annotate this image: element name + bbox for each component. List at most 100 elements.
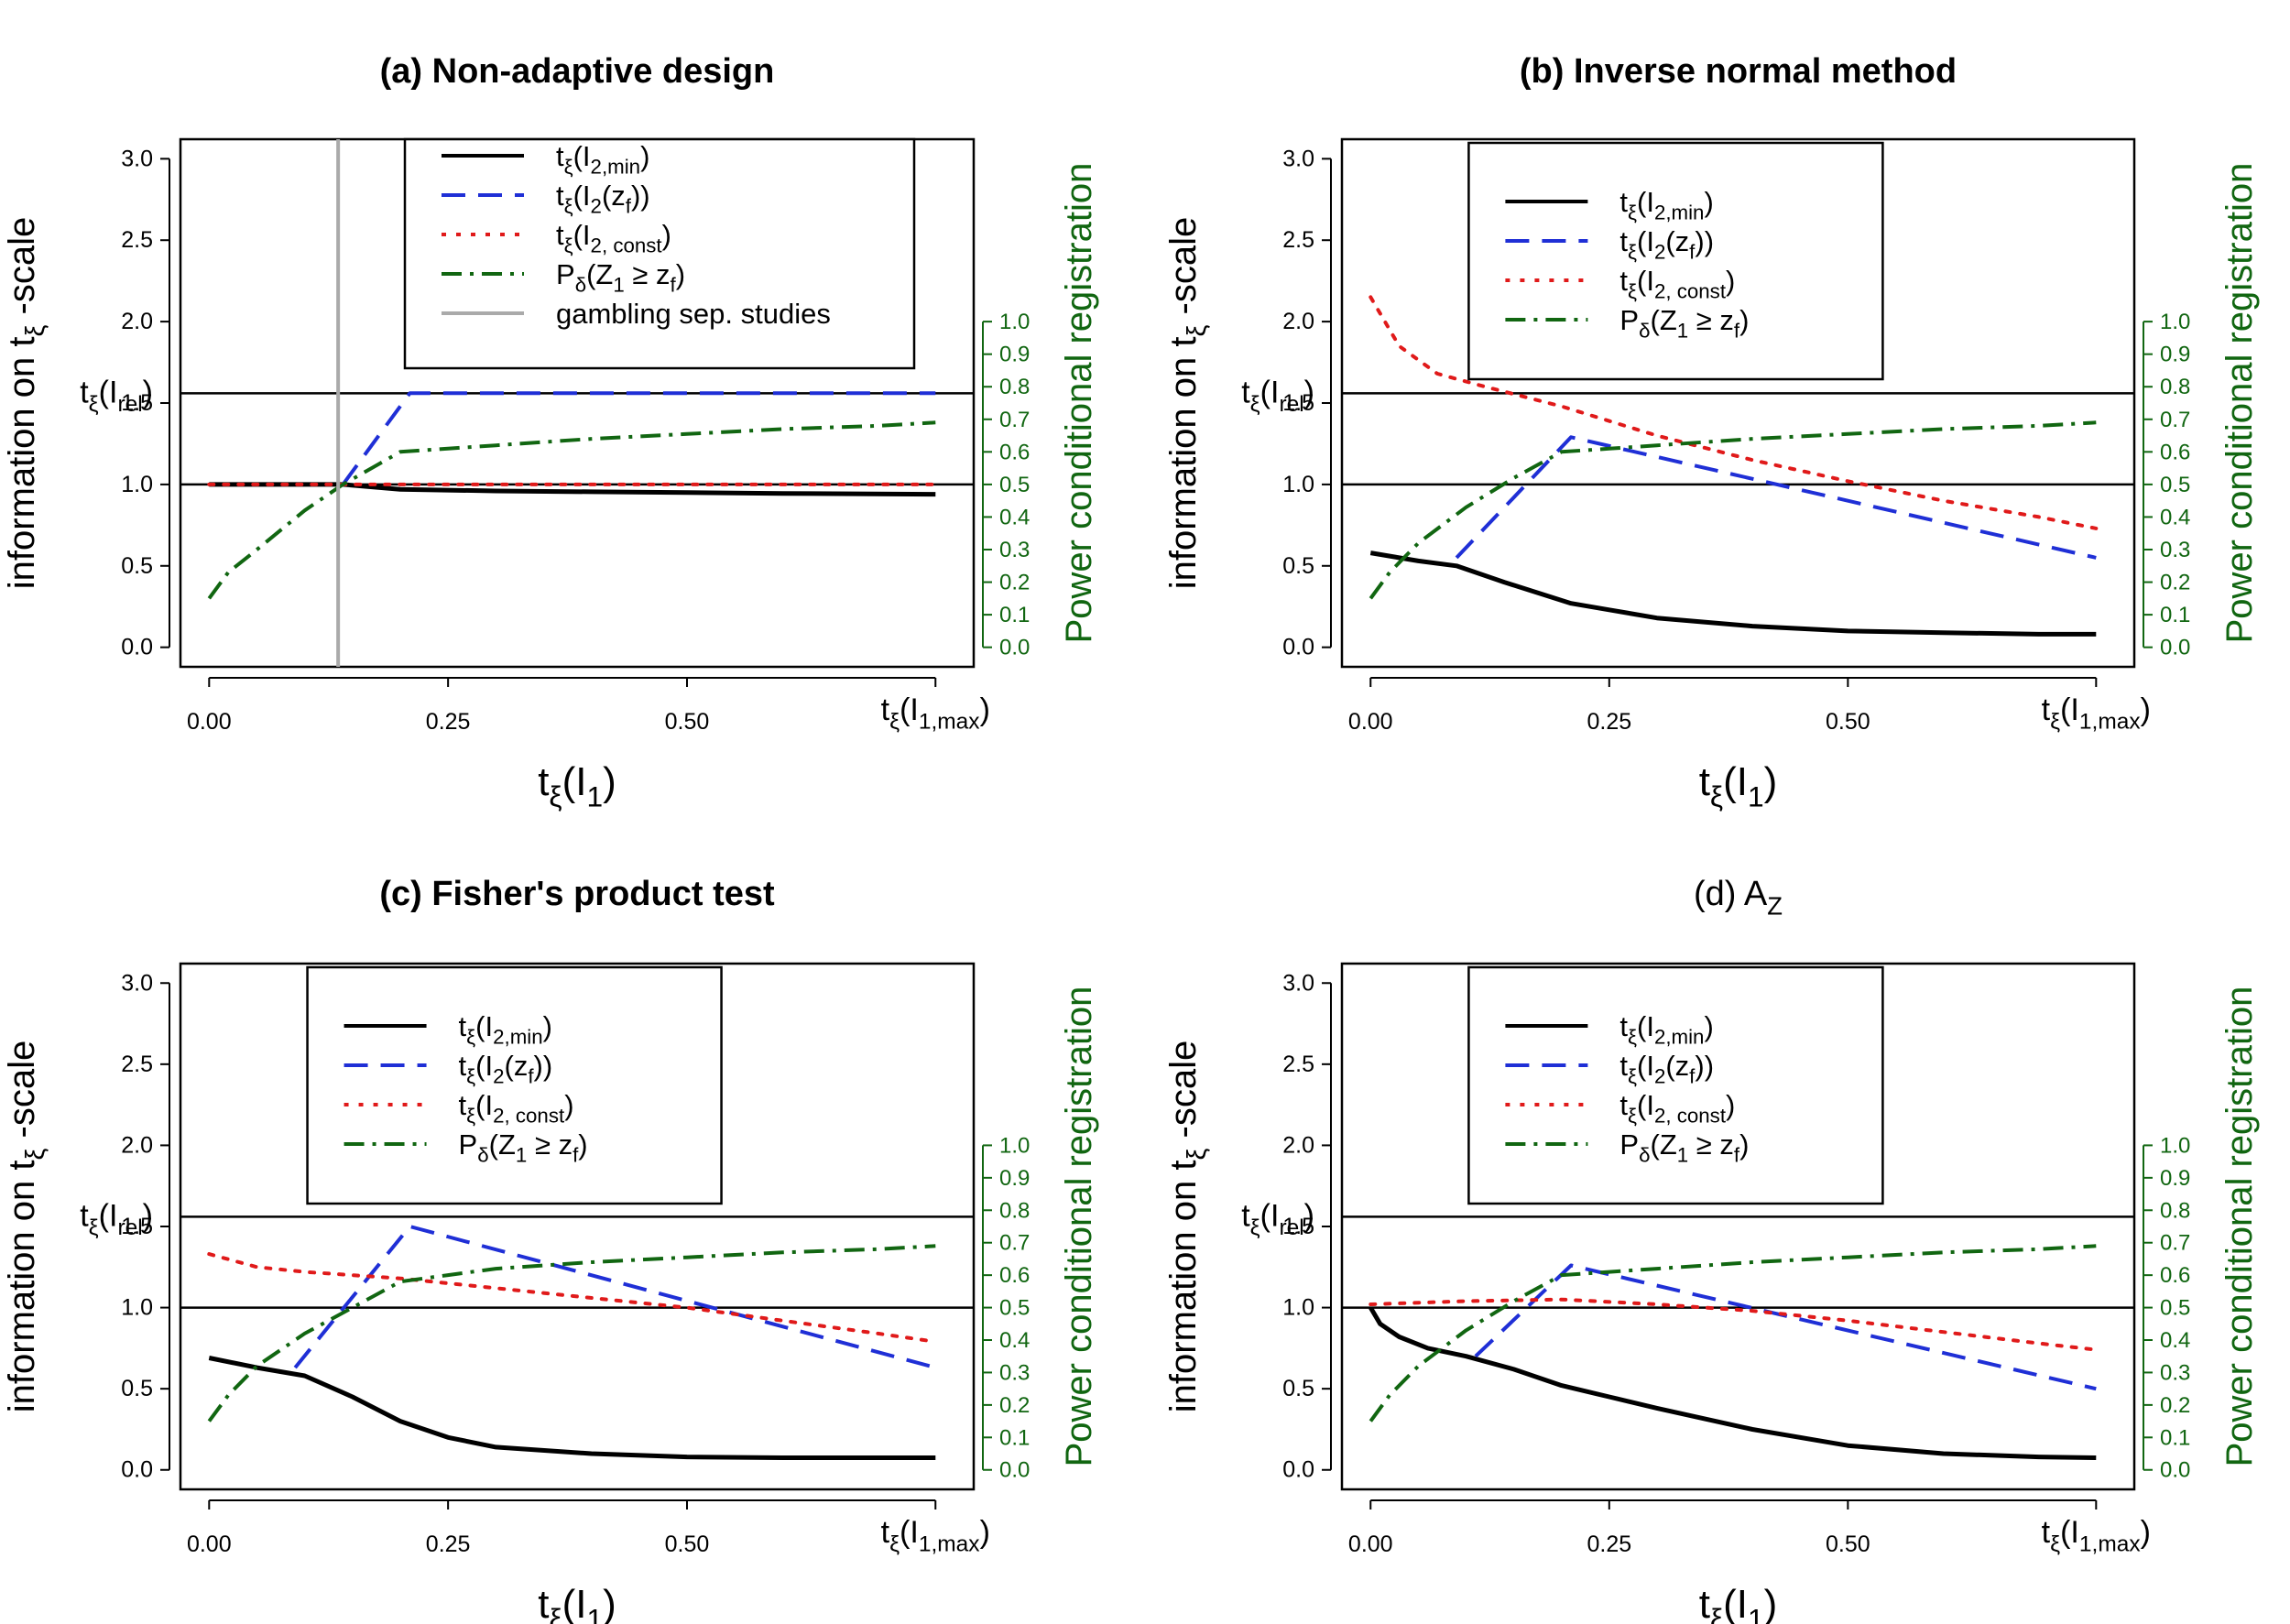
y2-tick-label: 0.7: [2160, 1231, 2190, 1256]
plot-frame: [1340, 962, 2136, 1491]
chart-title: (c) Fisher's product test: [379, 875, 775, 913]
y-tick-label: 3.0: [1282, 970, 1314, 996]
legend-box: [1467, 141, 1884, 381]
y-tick-label: 1.5: [121, 1214, 153, 1239]
y-tick-label: 2.5: [121, 227, 153, 253]
x-axis-label: tξ(I1): [538, 759, 616, 812]
chart-title: (d) AZ: [1694, 875, 1783, 921]
y2-tick-label: 1.0: [2160, 1133, 2190, 1158]
y2-tick-label: 0.6: [2160, 1263, 2190, 1288]
legend-label: tξ(I2,min): [1619, 1010, 1713, 1049]
series-line-power: [1369, 1244, 2097, 1422]
y-tick-label: 2.5: [121, 1052, 153, 1077]
y2-tick-label: 0.6: [999, 440, 1030, 464]
y2-tick-label: 1.0: [2160, 310, 2190, 334]
y-tick-label: 1.5: [1282, 390, 1314, 416]
legend: tξ(I2,min)tξ(I2(zf))tξ(I2, const)Pδ(Z1 ≥…: [1467, 965, 1884, 1205]
legend-label: tξ(I2, const): [459, 1089, 574, 1128]
series-line-min: [209, 482, 936, 497]
y-rel-label: tξ(Irel): [80, 375, 153, 417]
y-tick-label: 1.0: [1282, 472, 1314, 497]
x-tick-label: 0.25: [426, 709, 471, 735]
series-line-zf: [341, 391, 936, 486]
y-tick-label: 0.5: [1282, 1376, 1314, 1401]
series-line-power: [207, 1244, 936, 1422]
series-line-const: [1369, 1297, 2099, 1352]
legend: tξ(I2,min)tξ(I2(zf))tξ(I2, const)Pδ(Z1 ≥…: [306, 965, 723, 1205]
y2-tick-label: 0.3: [2160, 1360, 2190, 1385]
y-rel-label: tξ(Irel): [1241, 1198, 1314, 1240]
series-line-power: [207, 420, 936, 600]
y2-tick-label: 0.9: [999, 343, 1030, 367]
legend-label: tξ(I2,min): [1619, 186, 1713, 224]
y-tick-label: 2.0: [1282, 1132, 1314, 1158]
series-line-min: [1369, 550, 2097, 637]
legend-box: [306, 965, 723, 1205]
y2-tick-label: 0.5: [2160, 1296, 2190, 1321]
x-tick-label: 0.00: [187, 709, 232, 735]
y2-tick-label: 0.7: [999, 408, 1030, 432]
y2-tick-label: 0.5: [999, 473, 1030, 497]
y-axis-label: information on tξ -scale: [2, 1041, 50, 1412]
legend-box: [1467, 965, 1884, 1205]
panel-c: (c) Fisher's product test 0.0 0.5 1.0 1.5 2.0…: [2, 875, 1099, 1624]
x-tick-label: 0.00: [1348, 1531, 1393, 1557]
y2-tick-label: 0.3: [2160, 538, 2190, 562]
y-tick-label: 3.0: [121, 146, 153, 171]
y2-tick-label: 0.9: [2160, 1166, 2190, 1191]
y-tick-label: 1.0: [121, 1295, 153, 1321]
y2-tick-label: 0.3: [999, 538, 1030, 562]
y2-tick-label: 0.8: [2160, 1198, 2190, 1223]
y2-axis-label: Power conditional registration: [1059, 986, 1099, 1467]
y2-tick-label: 0.7: [999, 1231, 1030, 1256]
legend-label: Pδ(Z1 ≥ zf): [1619, 304, 1749, 343]
y2-tick-label: 0.1: [2160, 603, 2190, 627]
y2-tick-label: 0.4: [999, 1328, 1030, 1353]
x-tick-label: 0.00: [1348, 709, 1393, 735]
y2-tick-label: 0.0: [2160, 1458, 2190, 1483]
x-axis-label: tξ(I1): [538, 1582, 616, 1624]
legend-box: [403, 137, 916, 370]
y-tick-label: 2.0: [1282, 309, 1314, 334]
x-tick-label: 0.50: [1826, 709, 1870, 735]
chart-title: (b) Inverse normal method: [1520, 52, 1957, 91]
legend-label: tξ(I2, const): [1619, 1089, 1735, 1128]
panel-d: (d) AZ 0.0 0.5 1.0 1.5 2.0 2.5 3.0 tξ(Irel) infor…: [1163, 875, 2260, 1624]
y2-axis-label: Power conditional registration: [1059, 163, 1099, 644]
legend: tξ(I2,min)tξ(I2(zf))tξ(I2, const)Pδ(Z1 ≥…: [1467, 141, 1884, 381]
legend-label: tξ(I2,min): [556, 140, 649, 179]
y2-tick-label: 0.1: [999, 1425, 1030, 1450]
y2-tick-label: 0.6: [2160, 440, 2190, 464]
legend-label: tξ(I2, const): [556, 219, 671, 257]
y2-tick-label: 0.7: [2160, 408, 2190, 432]
y2-tick-label: 0.4: [2160, 1328, 2190, 1353]
y-tick-label: 0.0: [1282, 1457, 1314, 1483]
y-tick-label: 0.0: [121, 635, 153, 660]
x-tick-label: 0.00: [187, 1531, 232, 1557]
series-line-zf: [1455, 435, 2097, 560]
legend-label: tξ(I2,min): [459, 1010, 552, 1049]
legend-label: tξ(I2(zf)): [556, 180, 650, 218]
x-tick-label: 0.25: [1587, 709, 1631, 735]
y-tick-label: 2.0: [121, 309, 153, 334]
x-max-label: tξ(I1,max): [2042, 1515, 2151, 1557]
y-axis-label: information on tξ -scale: [2, 217, 50, 589]
y-tick-label: 0.0: [1282, 635, 1314, 660]
y2-tick-label: 0.5: [999, 1296, 1030, 1321]
y2-axis-label: Power conditional registration: [2219, 163, 2260, 644]
series-line-zf: [293, 1225, 936, 1370]
y-tick-label: 1.0: [121, 472, 153, 497]
y-tick-label: 1.0: [1282, 1295, 1314, 1321]
series-line-min: [208, 1356, 936, 1460]
y2-tick-label: 0.0: [2160, 636, 2190, 660]
x-tick-label: 0.50: [1826, 1531, 1870, 1557]
y-axis-label: information on tξ -scale: [1163, 1041, 1212, 1412]
y-tick-label: 2.0: [121, 1132, 153, 1158]
y2-tick-label: 0.0: [999, 636, 1030, 660]
y2-tick-label: 0.2: [2160, 1393, 2190, 1418]
x-tick-label: 0.50: [665, 1531, 710, 1557]
x-axis-label: tξ(I1): [1699, 759, 1778, 812]
y-tick-label: 3.0: [1282, 146, 1314, 171]
legend: tξ(I2,min)tξ(I2(zf))tξ(I2, const)Pδ(Z1 ≥…: [403, 137, 916, 370]
